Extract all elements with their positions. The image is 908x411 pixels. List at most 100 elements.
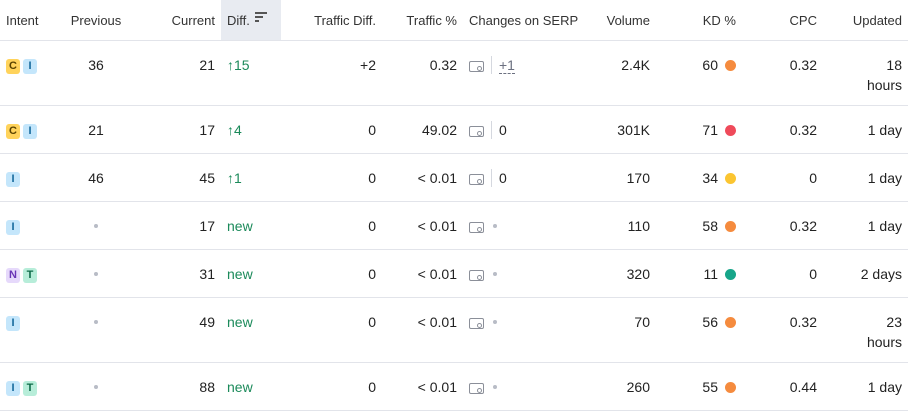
empty-dot-icon — [94, 320, 98, 324]
kd-indicator-icon — [725, 317, 736, 328]
sort-descending-icon[interactable] — [254, 12, 267, 24]
serp-snapshot-icon[interactable] — [469, 222, 484, 233]
intent-badge: C — [6, 124, 20, 139]
serp-changes-cell: 0 — [463, 153, 579, 202]
table-row[interactable]: N T 31 new 0 < 0.01 320 11 0 2 days — [0, 249, 908, 298]
updated-value: 1 day — [823, 105, 908, 154]
updated-value: 1 day — [823, 362, 908, 411]
cpc-value: 0.32 — [742, 201, 823, 250]
kd-cell: 58 — [656, 201, 742, 250]
kd-value: 60 — [702, 57, 718, 73]
intent-badge: C — [6, 59, 20, 74]
current-position: 17 — [135, 201, 221, 250]
traffic-diff: 0 — [281, 105, 382, 154]
serp-snapshot-icon[interactable] — [469, 318, 484, 329]
kd-cell: 60 — [656, 40, 742, 106]
cpc-value: 0 — [742, 249, 823, 298]
position-diff: new — [221, 201, 281, 250]
current-position: 21 — [135, 40, 221, 106]
empty-dot-icon — [94, 272, 98, 276]
previous-cell: 46 — [57, 153, 135, 202]
traffic-diff: 0 — [281, 201, 382, 250]
header-updated[interactable]: Updated — [823, 0, 908, 41]
kd-indicator-icon — [725, 221, 736, 232]
table-row[interactable]: I 49 new 0 < 0.01 70 56 0.32 23 hours — [0, 297, 908, 363]
header-changes-serp[interactable]: Changes on SERP — [463, 0, 579, 41]
traffic-diff: +2 — [281, 40, 382, 106]
serp-changes-cell: 0 — [463, 105, 579, 154]
intent-badge: I — [6, 316, 20, 331]
kd-indicator-icon — [725, 269, 736, 280]
divider — [491, 56, 492, 74]
table-row[interactable]: I 17 new 0 < 0.01 110 58 0.32 1 day — [0, 201, 908, 250]
cpc-value: 0.44 — [742, 362, 823, 411]
previous-position: 36 — [88, 57, 104, 73]
updated-value: 18 hours — [823, 40, 908, 106]
search-volume: 301K — [579, 105, 656, 154]
empty-dot-icon — [493, 385, 497, 389]
table-row[interactable]: I T 88 new 0 < 0.01 260 55 0.44 1 day — [0, 362, 908, 411]
kd-indicator-icon — [725, 60, 736, 71]
serp-snapshot-icon[interactable] — [469, 61, 484, 72]
kd-value: 71 — [702, 122, 718, 138]
header-diff[interactable]: Diff. — [221, 0, 281, 41]
traffic-diff: 0 — [281, 297, 382, 363]
traffic-pct: 0.32 — [382, 40, 463, 106]
table-row[interactable]: C I 21 17 ↑4 0 49.02 0 301K 71 0.32 1 day — [0, 105, 908, 154]
kd-cell: 56 — [656, 297, 742, 363]
intent-cell: I — [0, 153, 57, 202]
table-row[interactable]: I 46 45 ↑1 0 < 0.01 0 170 34 0 1 day — [0, 153, 908, 202]
table-row[interactable]: C I 36 21 ↑15 +2 0.32 +1 2.4K 60 0.32 18 hours — [0, 40, 908, 106]
previous-cell — [57, 297, 135, 363]
serp-snapshot-icon[interactable] — [469, 270, 484, 281]
header-kd[interactable]: KD % — [656, 0, 742, 41]
position-diff: new — [221, 249, 281, 298]
intent-badge: T — [23, 381, 37, 396]
kd-value: 58 — [702, 218, 718, 234]
cpc-value: 0.32 — [742, 105, 823, 154]
kd-value: 11 — [703, 266, 718, 282]
header-traffic-pct[interactable]: Traffic % — [382, 0, 463, 41]
updated-value: 2 days — [823, 249, 908, 298]
empty-dot-icon — [493, 320, 497, 324]
kd-value: 55 — [702, 379, 718, 395]
header-traffic-diff[interactable]: Traffic Diff. — [281, 0, 382, 41]
position-diff: ↑1 — [221, 153, 281, 202]
search-volume: 70 — [579, 297, 656, 363]
header-cpc[interactable]: CPC — [742, 0, 823, 41]
current-position: 88 — [135, 362, 221, 411]
serp-snapshot-icon[interactable] — [469, 126, 484, 137]
position-diff: new — [221, 362, 281, 411]
serp-change-link[interactable]: +1 — [499, 57, 515, 74]
kd-indicator-icon — [725, 173, 736, 184]
serp-snapshot-icon[interactable] — [469, 383, 484, 394]
intent-cell: I — [0, 297, 57, 363]
search-volume: 260 — [579, 362, 656, 411]
intent-badge: N — [6, 268, 20, 283]
current-position: 17 — [135, 105, 221, 154]
header-volume[interactable]: Volume — [579, 0, 656, 41]
updated-value: 1 day — [823, 153, 908, 202]
kd-cell: 55 — [656, 362, 742, 411]
previous-cell: 21 — [57, 105, 135, 154]
header-row: Intent Previous Current Diff. Traffic Di… — [0, 0, 908, 41]
serp-change-value: 0 — [499, 170, 507, 186]
serp-snapshot-icon[interactable] — [469, 174, 484, 185]
kd-indicator-icon — [725, 125, 736, 136]
previous-cell — [57, 362, 135, 411]
previous-position: 46 — [88, 170, 104, 186]
serp-changes-cell — [463, 362, 579, 411]
header-previous[interactable]: Previous — [57, 0, 135, 41]
search-volume: 170 — [579, 153, 656, 202]
empty-dot-icon — [493, 224, 497, 228]
header-intent[interactable]: Intent — [0, 0, 57, 41]
position-diff: ↑4 — [221, 105, 281, 154]
updated-value: 23 hours — [823, 297, 908, 363]
header-current[interactable]: Current — [135, 0, 221, 41]
current-position: 49 — [135, 297, 221, 363]
kd-value: 56 — [702, 314, 718, 330]
search-volume: 2.4K — [579, 40, 656, 106]
previous-cell: 36 — [57, 40, 135, 106]
